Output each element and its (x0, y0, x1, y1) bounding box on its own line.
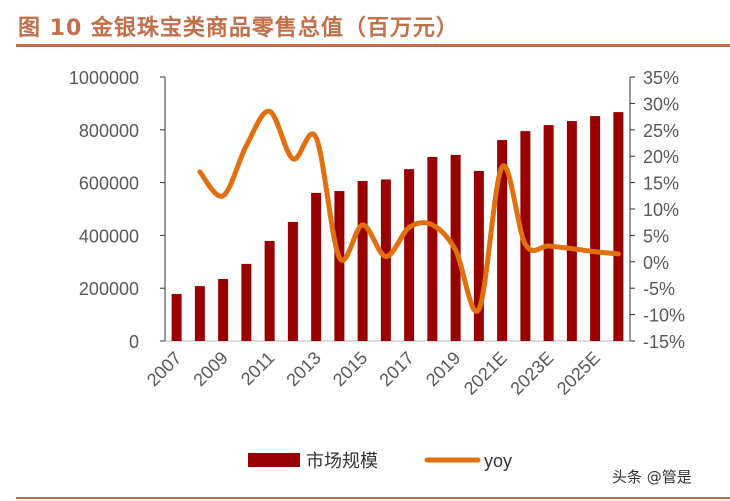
x-tick-label: 2017 (375, 348, 417, 390)
x-tick-label: 2011 (237, 348, 279, 390)
x-tick-label: 2013 (282, 348, 324, 390)
bar-2018 (427, 156, 438, 341)
bar-2012 (287, 221, 298, 341)
x-tick-label: 2019 (422, 348, 464, 390)
bar-2024E (566, 121, 577, 341)
bar-2016 (380, 179, 391, 341)
legend-bar-swatch (248, 453, 300, 467)
title-rule (16, 44, 730, 47)
right-tick-label: 10% (643, 200, 679, 220)
right-tick-label: 25% (643, 121, 679, 141)
x-tick-label: 2025E (553, 348, 604, 399)
x-tick-label: 2009 (189, 348, 231, 390)
bottom-rule (16, 497, 730, 499)
right-tick-label: 35% (643, 68, 679, 88)
chart-title: 图 10 金银珠宝类商品零售总值（百万元） (18, 16, 459, 41)
bar-2008 (194, 286, 205, 341)
bar-2015 (357, 181, 368, 341)
left-tick-label: 600000 (79, 174, 139, 194)
x-tick-label: 2023E (506, 348, 557, 399)
yoy-line (197, 108, 621, 314)
x-tick-label: 2007 (143, 348, 185, 390)
bar-2022E (520, 131, 531, 341)
x-tick-label: 2021E (460, 348, 511, 399)
left-tick-label: 800000 (79, 121, 139, 141)
left-tick-label: 1000000 (69, 68, 139, 88)
bar-2026E (613, 112, 624, 341)
bar-2011 (264, 240, 275, 341)
right-tick-label: -10% (643, 306, 685, 326)
right-tick-label: 15% (643, 174, 679, 194)
right-tick-label: 0% (643, 253, 669, 273)
left-tick-label: 400000 (79, 226, 139, 246)
bar-2023E (543, 125, 554, 341)
bar-2020 (473, 170, 484, 341)
bar-2007 (171, 294, 182, 341)
right-tick-label: -5% (643, 279, 675, 299)
bar-2025E (590, 116, 601, 342)
watermark: 头条 @管是 (612, 468, 692, 486)
bar-2021E (497, 140, 508, 341)
bar-2013 (311, 192, 322, 341)
left-tick-label: 200000 (79, 279, 139, 299)
right-tick-label: 5% (643, 226, 669, 246)
right-tick-label: 20% (643, 147, 679, 167)
left-tick-label: 0 (129, 332, 139, 352)
legend-line-label: yoy (484, 451, 512, 471)
bar-2014 (334, 191, 345, 341)
bar-2010 (241, 263, 252, 341)
bar-2009 (218, 278, 229, 341)
right-tick-label: 30% (643, 94, 679, 114)
legend-bar-label: 市场规模 (306, 451, 378, 471)
x-tick-label: 2015 (329, 348, 371, 390)
bar-2017 (404, 169, 415, 341)
right-tick-label: -15% (643, 332, 685, 352)
